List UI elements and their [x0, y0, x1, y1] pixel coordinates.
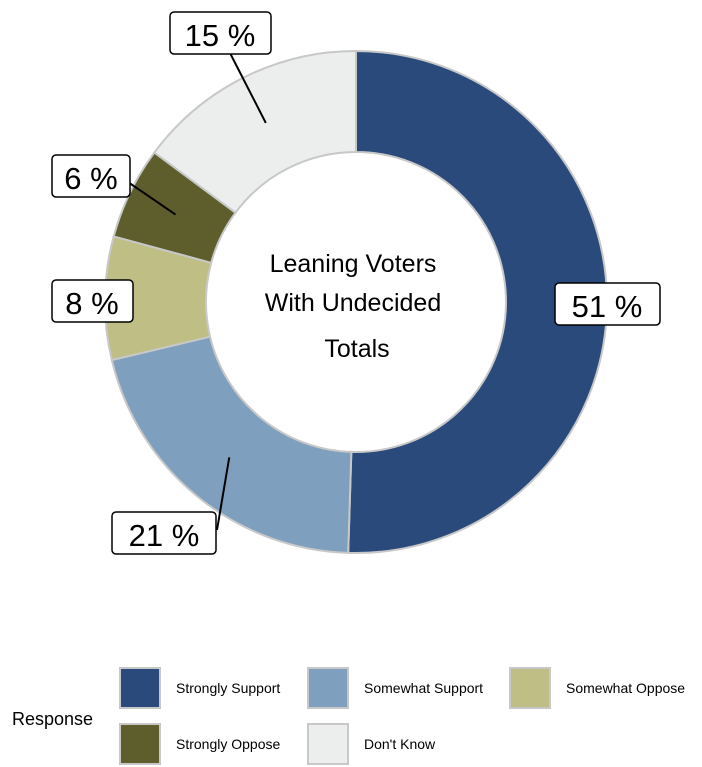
- legend-label-don-t-know: Don't Know: [364, 736, 436, 752]
- data-label-strongly-oppose: 6 %: [64, 161, 117, 196]
- data-label-don-t-know: 15 %: [185, 18, 256, 53]
- leader-line-don-t-know: [229, 52, 267, 124]
- data-label-callouts: 51 % 21 % 8 % 6 % 15 %: [51, 11, 661, 555]
- center-label-line-2: With Undecided: [265, 289, 441, 317]
- legend-label-strongly-oppose: Strongly Oppose: [176, 736, 280, 752]
- slice-don-t-know: [152, 49, 357, 215]
- slice-somewhat-support: [110, 335, 353, 554]
- data-label-box-somewhat-support: [111, 511, 217, 555]
- legend-swatch-somewhat-support: [307, 667, 349, 709]
- data-label-box-strongly-oppose: [51, 154, 131, 198]
- data-label-box-don-t-know: [169, 11, 272, 55]
- data-label-box-strongly-support: [554, 282, 661, 326]
- leader-line-somewhat-support: [216, 457, 231, 531]
- legend-swatch-strongly-oppose: [119, 723, 161, 765]
- center-label-line-3: Totals: [324, 335, 389, 363]
- legend: Response Strongly Support Somewhat Suppor…: [12, 667, 685, 765]
- legend-label-somewhat-support: Somewhat Support: [364, 680, 483, 696]
- data-label-somewhat-support: 21 %: [129, 518, 200, 553]
- data-label-strongly-support: 51 %: [572, 289, 643, 324]
- legend-swatch-strongly-support: [119, 667, 161, 709]
- leader-line-strongly-oppose: [124, 179, 177, 216]
- legend-title: Response: [12, 709, 93, 729]
- slice-strongly-support: [347, 49, 608, 554]
- legend-swatch-somewhat-oppose: [509, 667, 551, 709]
- legend-label-somewhat-oppose: Somewhat Oppose: [566, 680, 685, 696]
- data-label-box-somewhat-oppose: [51, 279, 134, 323]
- legend-label-strongly-support: Strongly Support: [176, 680, 280, 696]
- donut-slices: [104, 49, 608, 554]
- center-label: Leaning Voters With Undecided Totals: [265, 250, 441, 363]
- center-label-line-1: Leaning Voters: [270, 250, 437, 278]
- data-label-somewhat-oppose: 8 %: [65, 286, 118, 321]
- legend-swatch-don-t-know: [307, 723, 349, 765]
